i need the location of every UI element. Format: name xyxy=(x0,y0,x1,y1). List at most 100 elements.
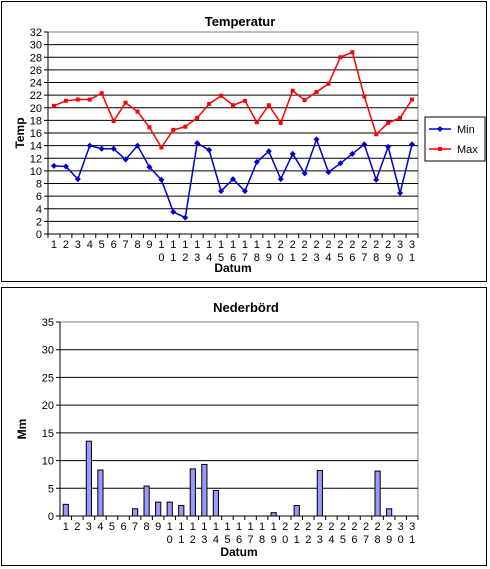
series-max-point xyxy=(266,103,271,108)
bar xyxy=(201,463,208,517)
y-tick-label: 26 xyxy=(30,65,42,77)
y-tick-label: 22 xyxy=(30,90,42,102)
series-max-point xyxy=(386,120,391,125)
y-tick-label: 2 xyxy=(36,216,42,228)
series-min-point xyxy=(397,189,404,196)
series-min-point xyxy=(385,143,392,150)
series-min-point xyxy=(289,150,296,157)
series-max-point xyxy=(374,132,379,137)
series-min-point xyxy=(241,188,248,195)
series-min-point xyxy=(253,159,260,166)
y-tick-label: 28 xyxy=(30,52,42,64)
y-tick-label: 20 xyxy=(30,103,42,115)
x-axis-label: Datum xyxy=(220,545,257,559)
series-max-point xyxy=(362,94,367,99)
series-max-point xyxy=(111,119,116,124)
legend-label: Max xyxy=(457,144,478,156)
series-max-point xyxy=(63,98,68,103)
legend-label: Min xyxy=(457,124,475,136)
series-min-point xyxy=(146,164,153,171)
bar xyxy=(374,470,381,517)
chart-title: Nederbörd xyxy=(213,300,279,315)
legend-box xyxy=(424,116,486,162)
x-tick-label: 4 xyxy=(97,521,103,533)
temperature-chart: Temperatur024681012141618202224262830321… xyxy=(13,14,486,275)
bar xyxy=(97,469,104,517)
x-tick-label: 5 xyxy=(99,239,105,251)
y-tick-label: 24 xyxy=(30,78,42,90)
series-min-point xyxy=(277,176,284,183)
temperature-chart-panel: Temperatur 0 2 4 6 8 10 12 14 16 18 20 22 24 26 28 30 32 1… xyxy=(1,1,487,282)
series-max-point xyxy=(147,125,152,130)
x-axis-label: Datum xyxy=(214,261,251,275)
bar xyxy=(189,468,196,517)
y-tick-label: 30 xyxy=(42,345,54,357)
x-tick-label: 6 xyxy=(111,239,117,251)
y-tick-label: 18 xyxy=(30,115,42,127)
series-max-point xyxy=(398,115,403,120)
series-max-point xyxy=(350,50,355,55)
series-max-point xyxy=(195,115,200,120)
series-max-point xyxy=(183,124,188,129)
x-tick-label: 4 xyxy=(87,239,93,251)
y-tick-label: 6 xyxy=(36,191,42,203)
series-min-point xyxy=(194,140,201,147)
series-max-point xyxy=(123,100,128,105)
x-tick-label: 8 xyxy=(134,239,140,251)
series-min-point xyxy=(361,141,368,148)
series-min-point xyxy=(74,176,81,183)
bar xyxy=(131,508,139,517)
series-min-point xyxy=(218,188,225,195)
x-tick-label: 2 xyxy=(74,521,80,533)
series-min-point xyxy=(313,136,320,143)
series-max-point xyxy=(231,103,235,108)
y-tick-label: 14 xyxy=(30,141,42,153)
series-min-point xyxy=(158,176,165,183)
series-max-point xyxy=(326,81,331,86)
series-max-point xyxy=(75,97,80,102)
series-max-point xyxy=(159,145,164,150)
x-tick-label: 1 xyxy=(63,521,69,533)
y-tick-label: 0 xyxy=(48,511,54,523)
series-max-point xyxy=(290,88,295,93)
plot-area xyxy=(59,321,419,517)
y-tick-label: 20 xyxy=(42,400,54,412)
x-tick-label: 3 xyxy=(86,521,92,533)
series-min-point xyxy=(206,147,213,154)
y-axis-label: Temp xyxy=(13,117,27,148)
bar xyxy=(178,504,185,517)
y-tick-label: 30 xyxy=(30,40,42,52)
x-tick-label: 1 xyxy=(51,239,57,251)
x-tick-label: 9 xyxy=(155,521,161,533)
series-max-point xyxy=(51,103,56,108)
series-min-point xyxy=(182,214,189,221)
bar xyxy=(316,470,323,517)
series-max-point xyxy=(207,101,212,106)
series-min-point xyxy=(301,170,308,177)
bar xyxy=(143,485,150,517)
y-tick-label: 16 xyxy=(30,128,42,140)
series-min-point xyxy=(325,169,332,176)
series-max-point xyxy=(219,93,224,98)
